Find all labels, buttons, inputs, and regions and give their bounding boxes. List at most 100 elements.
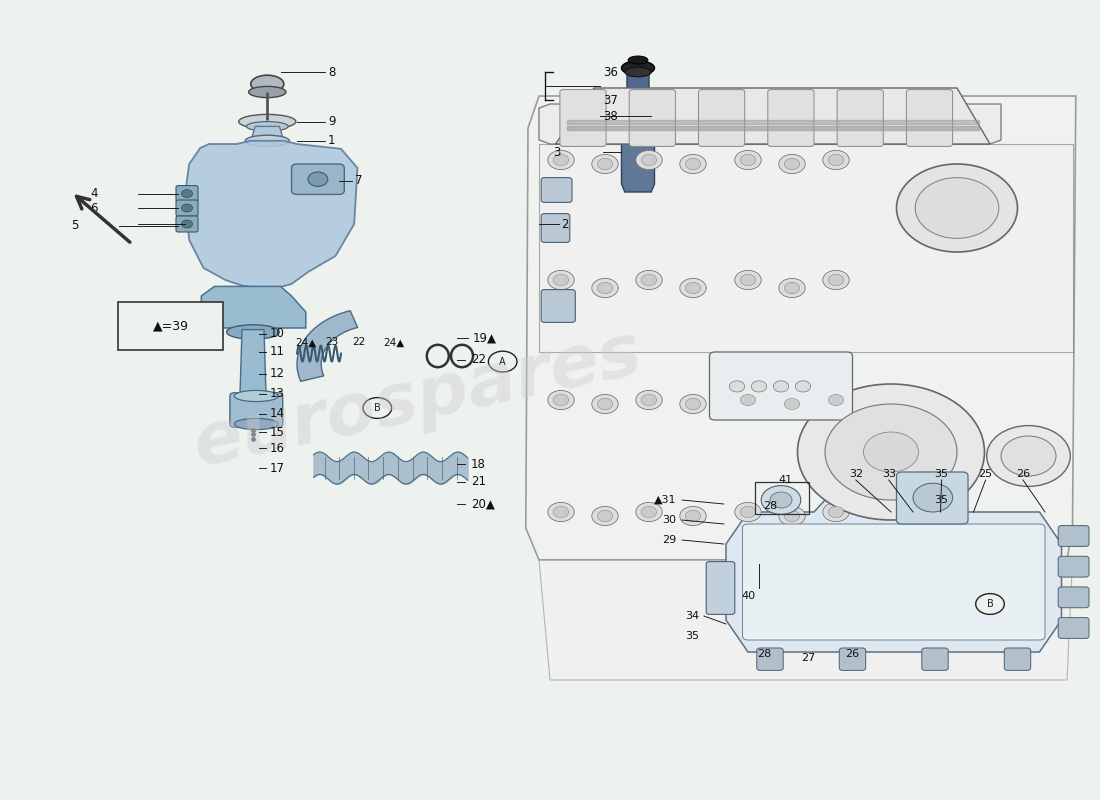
Text: 33: 33: [882, 469, 895, 478]
Ellipse shape: [234, 390, 278, 402]
Text: 37: 37: [603, 94, 618, 106]
FancyBboxPatch shape: [1058, 618, 1089, 638]
Circle shape: [636, 502, 662, 522]
Circle shape: [823, 502, 849, 522]
Circle shape: [636, 390, 662, 410]
Circle shape: [641, 274, 657, 286]
Circle shape: [784, 510, 800, 522]
Circle shape: [592, 394, 618, 414]
FancyBboxPatch shape: [541, 178, 572, 202]
Circle shape: [641, 394, 657, 406]
Text: 7: 7: [355, 174, 363, 187]
Text: 36: 36: [603, 66, 618, 78]
Ellipse shape: [227, 325, 279, 339]
Circle shape: [548, 270, 574, 290]
Polygon shape: [526, 96, 1076, 560]
Text: 14: 14: [270, 407, 285, 420]
Circle shape: [784, 398, 800, 410]
Polygon shape: [539, 104, 1001, 144]
Text: 24▲: 24▲: [383, 338, 405, 347]
Polygon shape: [539, 144, 1072, 352]
Text: 19▲: 19▲: [473, 331, 497, 344]
Polygon shape: [251, 126, 284, 141]
Circle shape: [636, 150, 662, 170]
Text: 26: 26: [846, 650, 859, 659]
FancyBboxPatch shape: [757, 648, 783, 670]
Circle shape: [1001, 436, 1056, 476]
Text: 18: 18: [471, 458, 486, 470]
Text: 9: 9: [328, 115, 336, 128]
Text: B: B: [987, 599, 993, 609]
Ellipse shape: [621, 61, 654, 75]
Circle shape: [798, 384, 984, 520]
Circle shape: [735, 390, 761, 410]
Text: 2: 2: [561, 218, 569, 230]
Circle shape: [784, 282, 800, 294]
Ellipse shape: [249, 86, 286, 98]
Circle shape: [553, 154, 569, 166]
Ellipse shape: [245, 135, 289, 146]
Circle shape: [636, 270, 662, 290]
Circle shape: [987, 426, 1070, 486]
FancyBboxPatch shape: [629, 90, 675, 146]
Circle shape: [976, 594, 1004, 614]
Circle shape: [828, 154, 844, 166]
Text: 5: 5: [72, 219, 79, 232]
Circle shape: [735, 502, 761, 522]
Polygon shape: [297, 310, 358, 382]
Text: 27: 27: [802, 653, 815, 662]
Ellipse shape: [628, 56, 648, 64]
Circle shape: [825, 404, 957, 500]
Circle shape: [740, 506, 756, 518]
Circle shape: [729, 381, 745, 392]
Circle shape: [597, 282, 613, 294]
Ellipse shape: [239, 114, 296, 129]
Text: 1: 1: [328, 134, 336, 147]
FancyBboxPatch shape: [176, 200, 198, 216]
Circle shape: [553, 394, 569, 406]
Text: 30: 30: [662, 515, 676, 525]
Text: A: A: [499, 357, 506, 366]
Ellipse shape: [625, 67, 651, 77]
Circle shape: [761, 486, 801, 514]
Text: 15: 15: [270, 426, 285, 438]
Circle shape: [770, 492, 792, 508]
Text: 35: 35: [685, 631, 700, 641]
Circle shape: [828, 394, 844, 406]
FancyBboxPatch shape: [768, 90, 814, 146]
Circle shape: [182, 220, 192, 228]
Circle shape: [592, 154, 618, 174]
Text: 16: 16: [270, 442, 285, 454]
Circle shape: [597, 158, 613, 170]
Circle shape: [685, 398, 701, 410]
Circle shape: [685, 282, 701, 294]
Text: 35: 35: [935, 495, 948, 505]
Text: 29: 29: [662, 535, 676, 545]
Circle shape: [823, 270, 849, 290]
Circle shape: [685, 510, 701, 522]
Text: ▲=39: ▲=39: [153, 319, 188, 333]
Text: 25: 25: [979, 469, 992, 478]
Text: B: B: [374, 403, 381, 413]
Circle shape: [597, 398, 613, 410]
Text: 40: 40: [741, 591, 755, 601]
Circle shape: [751, 381, 767, 392]
Circle shape: [308, 172, 328, 186]
FancyBboxPatch shape: [922, 648, 948, 670]
Polygon shape: [185, 141, 358, 288]
Circle shape: [828, 506, 844, 518]
FancyBboxPatch shape: [837, 90, 883, 146]
Text: 24▲: 24▲: [295, 338, 317, 347]
FancyBboxPatch shape: [839, 648, 866, 670]
FancyBboxPatch shape: [176, 216, 198, 232]
FancyBboxPatch shape: [560, 90, 606, 146]
Circle shape: [784, 158, 800, 170]
Polygon shape: [627, 72, 649, 100]
Circle shape: [740, 154, 756, 166]
FancyBboxPatch shape: [1004, 648, 1031, 670]
Text: 4: 4: [90, 187, 98, 200]
Circle shape: [823, 150, 849, 170]
Circle shape: [182, 190, 192, 198]
Ellipse shape: [246, 122, 288, 131]
FancyBboxPatch shape: [118, 302, 223, 350]
